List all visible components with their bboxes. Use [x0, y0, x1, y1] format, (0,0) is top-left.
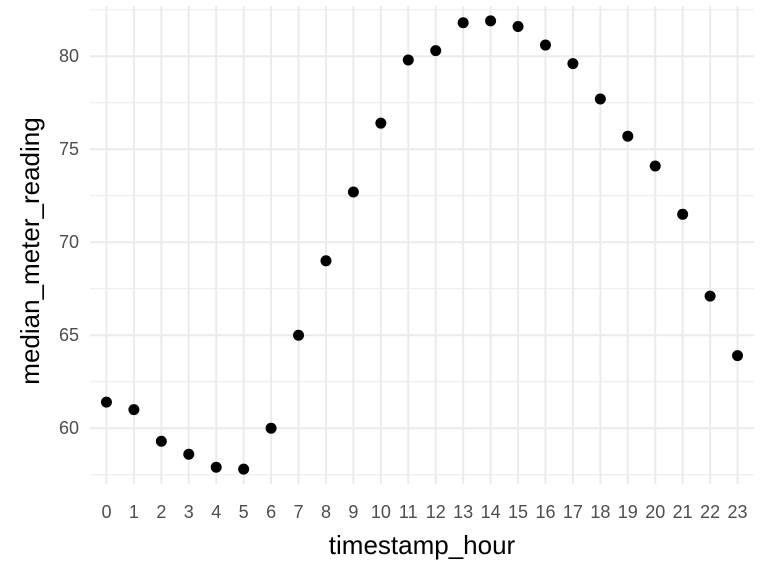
data-point [265, 422, 277, 434]
data-point [375, 117, 387, 129]
data-point [485, 15, 497, 27]
x-tick-label: 4 [211, 502, 221, 522]
y-axis-tick-labels: 60 65 70 75 80 [59, 46, 79, 438]
x-axis-tick-labels: 0 1 2 3 4 5 6 7 8 9 10 11 12 13 14 15 16 17 18 19 20 21 22 23 [101, 502, 747, 522]
x-tick-label: 5 [239, 502, 249, 522]
data-point [430, 45, 442, 57]
x-axis-title: timestamp_hour [329, 530, 516, 560]
x-tick-label: 12 [426, 502, 446, 522]
data-point [402, 54, 414, 66]
x-tick-label: 21 [673, 502, 693, 522]
x-tick-label: 10 [371, 502, 391, 522]
data-point [238, 463, 250, 475]
x-tick-label: 2 [156, 502, 166, 522]
x-tick-label: 11 [399, 502, 418, 522]
data-point [210, 461, 222, 473]
data-point [594, 93, 606, 105]
data-point [512, 20, 524, 32]
x-tick-label: 3 [184, 502, 194, 522]
x-tick-label: 7 [294, 502, 304, 522]
data-point [457, 17, 469, 29]
x-tick-label: 15 [508, 502, 528, 522]
major-gridlines [90, 6, 754, 484]
x-tick-label: 17 [563, 502, 583, 522]
x-tick-label: 9 [348, 502, 358, 522]
data-point [155, 435, 167, 447]
x-tick-label: 8 [321, 502, 331, 522]
data-point [293, 329, 305, 341]
x-tick-label: 13 [453, 502, 473, 522]
data-point [622, 130, 634, 142]
data-point [539, 39, 551, 51]
data-point [100, 396, 112, 408]
x-tick-label: 16 [535, 502, 555, 522]
x-tick-label: 1 [129, 502, 139, 522]
data-point [732, 350, 744, 362]
x-tick-label: 18 [590, 502, 610, 522]
data-point [704, 290, 716, 302]
x-tick-label: 22 [700, 502, 720, 522]
x-tick-label: 20 [645, 502, 665, 522]
x-tick-label: 23 [728, 502, 748, 522]
data-point [128, 404, 140, 416]
y-tick-label: 80 [59, 46, 79, 66]
y-tick-label: 65 [59, 325, 79, 345]
minor-gridlines [90, 9, 754, 476]
y-tick-label: 70 [59, 232, 79, 252]
data-point [677, 208, 689, 220]
data-point [567, 58, 579, 70]
x-tick-label: 6 [266, 502, 276, 522]
data-point [320, 255, 332, 267]
x-tick-label: 14 [481, 502, 501, 522]
data-point [649, 160, 661, 172]
data-point [183, 448, 195, 460]
x-tick-label: 0 [101, 502, 111, 522]
data-point [347, 186, 359, 198]
y-axis-title: median_meter_reading [15, 117, 45, 384]
x-tick-label: 19 [618, 502, 638, 522]
y-tick-label: 60 [59, 418, 79, 438]
data-points [100, 15, 744, 475]
y-tick-label: 75 [59, 139, 79, 159]
